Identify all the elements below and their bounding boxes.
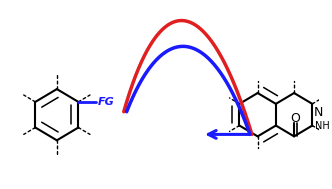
Text: O: O xyxy=(290,112,300,125)
Text: FG: FG xyxy=(98,97,114,107)
Text: NH: NH xyxy=(315,121,330,131)
Text: N: N xyxy=(314,106,324,119)
